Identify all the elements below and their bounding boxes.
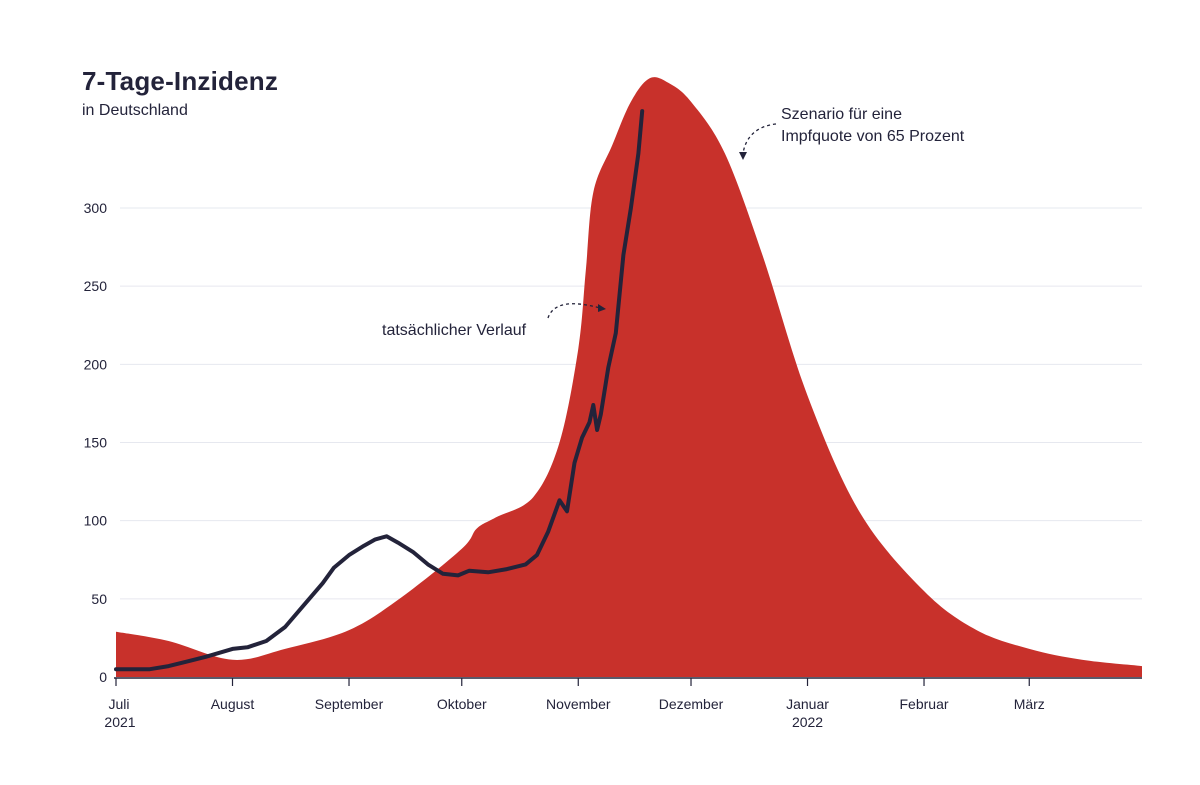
y-tick-label: 100 [84, 513, 108, 529]
actual-annotation: tatsächlicher Verlauf [382, 322, 527, 339]
scenario-annotation: Szenario für eine Impfquote von 65 Proze… [781, 104, 964, 148]
x-tick-label: November [546, 696, 611, 712]
y-axis-ticks: 0 50 100 150 200 250 300 [84, 200, 108, 685]
scenario-annotation-arrow [742, 123, 777, 155]
scenario-annotation-line-2: Impfquote von 65 Prozent [781, 128, 965, 145]
x-tick-label: Dezember [659, 696, 724, 712]
x-tick-label: März [1014, 696, 1045, 712]
chart-title: 7-Tage-Inzidenz [82, 66, 279, 96]
x-tick-label: Oktober [437, 696, 487, 712]
y-tick-label: 0 [99, 669, 107, 685]
x-tick-year-label: 2021 [104, 714, 135, 730]
y-tick-label: 150 [84, 435, 108, 451]
scenario-arrowhead [739, 152, 747, 160]
actual-line [114, 109, 645, 672]
actual-annotation-arrow [547, 303, 601, 319]
y-tick-label: 300 [84, 200, 108, 216]
x-axis-ticks: Juli 2021 August September Oktober November De… [104, 678, 1045, 730]
x-tick-year-label: 2022 [792, 714, 823, 730]
chart-subtitle: in Deutschland [82, 102, 188, 119]
x-tick-label: September [315, 696, 384, 712]
y-tick-label: 50 [91, 591, 107, 607]
x-tick-label: Februar [900, 696, 949, 712]
x-tick-label: August [211, 696, 255, 712]
y-tick-label: 250 [84, 278, 108, 294]
y-tick-label: 200 [84, 356, 108, 372]
scenario-area [116, 77, 1142, 677]
x-tick-label: Januar [786, 696, 829, 712]
actual-arrowhead [598, 304, 606, 312]
x-tick-label: Juli [108, 696, 129, 712]
scenario-annotation-line-1: Szenario für eine [781, 106, 902, 123]
